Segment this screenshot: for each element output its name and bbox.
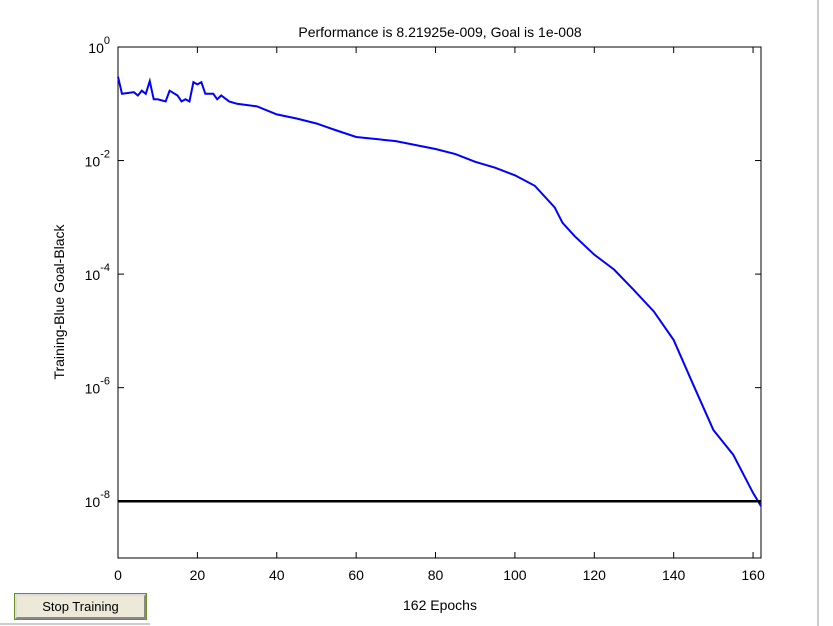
x-tick-label: 80 [428, 567, 444, 583]
y-tick-base: 10 [85, 494, 101, 510]
y-tick-base: 10 [85, 154, 101, 170]
y-tick-label: 100 [88, 35, 110, 56]
x-tick-label: 60 [348, 567, 364, 583]
chart-title: Performance is 8.21925e-009, Goal is 1e-… [298, 24, 581, 40]
y-tick-exponent: -6 [100, 376, 110, 388]
y-tick-label: 10-6 [85, 376, 110, 397]
x-tick-label: 140 [662, 567, 686, 583]
y-tick-label: 10-4 [85, 262, 110, 283]
x-tick-label: 100 [503, 567, 527, 583]
x-axis-label: 162 Epochs [403, 597, 477, 613]
y-tick-base: 10 [88, 40, 104, 56]
y-tick-exponent: 0 [104, 35, 110, 47]
y-tick-base: 10 [85, 267, 101, 283]
x-tick-label: 120 [583, 567, 607, 583]
stop-training-button[interactable]: Stop Training [15, 594, 146, 619]
y-tick-exponent: -8 [100, 489, 110, 501]
y-tick-exponent: -4 [100, 262, 110, 274]
y-tick-label: 10-2 [85, 149, 110, 170]
series-line [117, 76, 762, 507]
y-axis-label: Training-Blue Goal-Black [51, 223, 67, 379]
plot-area [117, 46, 762, 559]
x-tick-label: 0 [114, 567, 122, 583]
x-tick-label: 160 [741, 567, 765, 583]
x-tick-label: 40 [269, 567, 285, 583]
y-tick-exponent: -2 [100, 149, 110, 161]
y-tick-label: 10-8 [85, 489, 110, 510]
y-tick-base: 10 [85, 381, 101, 397]
x-tick-label: 20 [190, 567, 206, 583]
